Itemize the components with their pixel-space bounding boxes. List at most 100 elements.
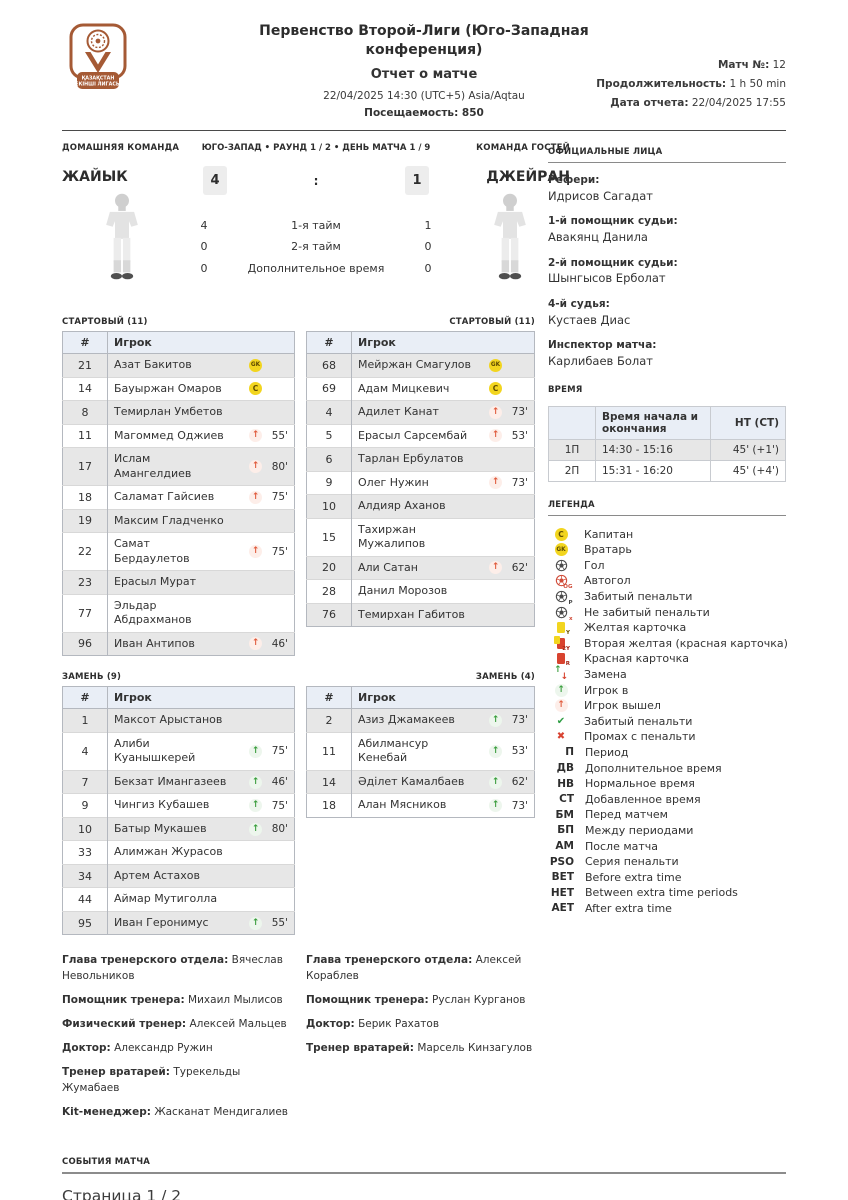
legend-item: OG Автогол <box>548 573 786 590</box>
period-away-value: 0 <box>424 240 432 254</box>
player-name: Алан Мясников <box>358 798 447 812</box>
period-label: 2-я тайм <box>291 240 341 254</box>
legend-item: GK Вратарь <box>548 542 786 558</box>
away-start-table: # Игрок 68 Мейржан Смагулов <box>306 331 535 628</box>
player-number: 11 <box>306 732 352 771</box>
player-badge-icon: C <box>248 382 263 396</box>
substitution-minute: 55' <box>271 917 288 930</box>
substitution-arrow-icon: ↑ <box>248 637 263 651</box>
legend-label: Красная карточка <box>584 652 690 666</box>
away-team-label: КОМАНДА ГОСТЕЙ <box>476 143 570 153</box>
player-name: Азат Бакитов <box>114 358 192 371</box>
player-name: Али Сатан <box>358 560 418 574</box>
player-row: 8 Темирлан Умбетов <box>62 400 295 425</box>
legend-abbreviation: PSO <box>549 855 574 868</box>
staff-role: Физический тренер: <box>62 1018 187 1031</box>
substitution-minute: 75' <box>271 545 288 558</box>
legend-icon: ✔ <box>556 715 566 727</box>
player-row: 15 Тахиржан Мужалипов <box>306 518 535 557</box>
player-number: 9 <box>306 471 352 495</box>
period-home-value: 0 <box>200 261 208 275</box>
kit-mannequin-icon <box>494 193 526 280</box>
legend-label: Забитый пенальти <box>584 590 693 603</box>
legend-abbreviation: БМ <box>555 808 574 821</box>
legend-label: Промах с пенальти <box>584 730 696 744</box>
legend-abbreviation: AET <box>551 902 574 915</box>
player-name: Эльдар Абдрахманов <box>114 598 192 627</box>
header-meta: Матч №: 12 Продолжительность: 1 h 50 min… <box>596 56 786 113</box>
player-row: 11 Магоммед Оджиев ↑ 55' <box>62 424 295 448</box>
player-row: 77 Эльдар Абдрахманов <box>62 594 295 633</box>
legend-label: Вратарь <box>584 543 632 557</box>
match-number-label: Матч №: <box>717 59 770 71</box>
time-col-ht: НТ (СТ) <box>710 406 786 441</box>
legend-item: ↑ ↓ Замена <box>548 666 786 683</box>
official-role: 2-й помощник судьи: <box>548 256 678 269</box>
away-subs-column: ЗАМЕНЬ (4) # Игрок 2 <box>306 664 535 935</box>
player-number: 4 <box>62 732 108 771</box>
player-row: 2 Азиз Джамакеев ↑ 73' <box>306 708 535 733</box>
player-badge-icon: GK <box>248 358 263 372</box>
player-number: 5 <box>306 424 352 448</box>
away-staff: Глава тренерского отдела: Алексей Корабл… <box>306 953 535 1129</box>
legend-item: 2Y Вторая желтая (красная карточка) <box>548 635 788 652</box>
legend-title: ЛЕГЕНДА <box>548 500 786 517</box>
legend-label: Игрок в <box>584 683 629 697</box>
substitution-minute: 62' <box>511 776 528 789</box>
staff-role: Глава тренерского отдела: <box>62 954 229 967</box>
player-name: Батыр Мукашев <box>114 821 207 835</box>
player-name: Ерасыл Сарсембай <box>358 428 468 442</box>
time-period: 1П <box>548 439 596 462</box>
staff-name: Руслан Курганов <box>432 993 526 1006</box>
match-events-title: СОБЫТИЯ МАТЧА <box>62 1157 151 1168</box>
legend-label: Between extra time periods <box>585 886 738 900</box>
substitution-minute: 46' <box>271 637 288 650</box>
legend-item: Y Желтая карточка <box>548 620 786 636</box>
legend-section: ЛЕГЕНДА C Капитан GK Вратарь <box>548 500 788 917</box>
player-row: 33 Алимжан Журасов <box>62 840 295 865</box>
away-subs-title: ЗАМЕНЬ (4) <box>475 672 535 683</box>
legend-label: Нормальное время <box>585 777 695 791</box>
staff-role: Глава тренерского отдела: <box>306 954 473 967</box>
legend-label: Гол <box>584 558 605 572</box>
page-number: Страница 1 / 2 <box>62 1187 182 1200</box>
player-row: 21 Азат Бакитов GK <box>62 353 295 378</box>
legend-label: Серия пенальти <box>585 855 679 869</box>
col-header-player: Игрок <box>351 686 535 710</box>
official-entry: 1-й помощник судьи: Авакянц Данила <box>548 214 786 245</box>
period-home-value: 4 <box>200 219 208 232</box>
logo-banner-line1: ҚАЗАҚСТАН <box>82 76 115 82</box>
player-name: Абилмансур Кенебай <box>358 736 429 765</box>
official-entry: Рефери: Идрисов Сагадат <box>548 173 786 204</box>
time-section: ВРЕМЯ Время начала и окончания НТ (СТ) 1… <box>548 385 786 483</box>
player-number: 9 <box>62 793 108 818</box>
legend-abbreviation: НВ <box>557 777 574 790</box>
legend-label: Капитан <box>584 527 634 541</box>
league-logo: ҚАЗАҚСТАН ЕКІНШІ ЛИГАСЫ <box>62 22 134 102</box>
player-name: Ерасыл Мурат <box>114 575 197 589</box>
substitution-arrow-icon: ↑ <box>248 822 263 836</box>
away-team-block: КОМАНДА ГОСТЕЙ ДЖЕЙРАН <box>450 143 570 301</box>
events-divider <box>62 1172 786 1175</box>
legend-abbreviation: BET <box>551 871 574 884</box>
player-number: 6 <box>306 447 352 472</box>
substitution-minute: 75' <box>271 491 288 504</box>
staff-role: Тренер вратарей: <box>306 1042 414 1055</box>
kit-mannequin-icon <box>106 193 138 280</box>
legend-item: ↑ Игрок вышел <box>548 698 786 714</box>
player-name: Артем Астахов <box>114 868 200 882</box>
header-center: Первенство Второй-Лиги (Юго-Западная кон… <box>244 22 604 119</box>
legend-abbreviation: П <box>565 746 574 759</box>
player-row: 69 Адам Мицкевич C <box>306 377 535 401</box>
competition-title: Первенство Второй-Лиги (Юго-Западная кон… <box>259 23 589 58</box>
player-number: 10 <box>62 817 108 841</box>
legend-item: AET After extra time <box>548 901 786 917</box>
player-badge-icon: GK <box>488 358 503 372</box>
legend-label: Период <box>585 745 629 759</box>
player-number: 10 <box>306 494 352 519</box>
player-row: 23 Ерасыл Мурат <box>62 570 295 595</box>
col-header-player: Игрок <box>107 686 295 710</box>
legend-label: Замена <box>584 667 627 681</box>
player-number: 76 <box>306 603 352 627</box>
player-number: 20 <box>306 556 352 580</box>
